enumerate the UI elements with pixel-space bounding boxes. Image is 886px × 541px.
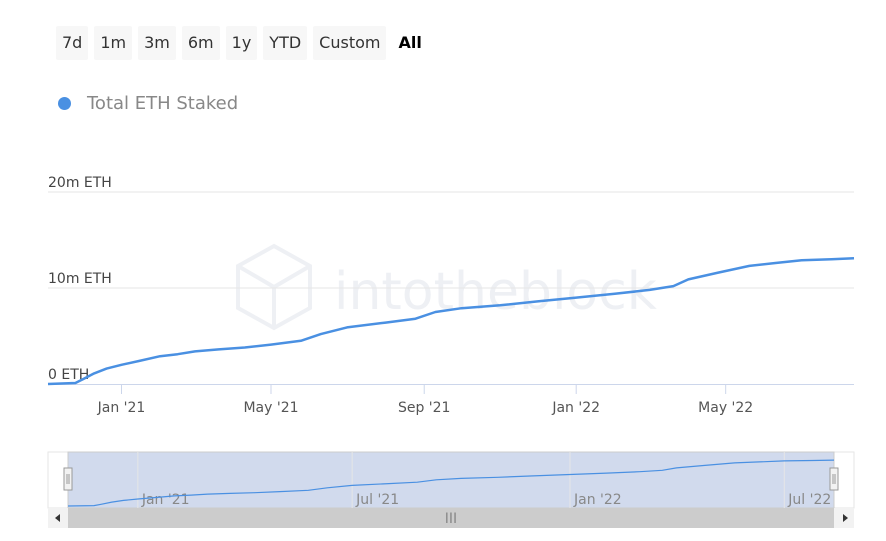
scroll-right-arrow-icon[interactable] (843, 514, 848, 522)
navigator-tick-label: Jul '22 (787, 492, 831, 508)
navigator-tick-label: Jul '21 (355, 492, 399, 508)
x-tick-label: Sep '21 (398, 400, 451, 416)
scrollbar-thumb[interactable] (68, 508, 834, 528)
navigator-series-line (67, 459, 835, 507)
scrollbar[interactable]: III (48, 508, 854, 528)
scrollbar-grip-icon[interactable]: III (445, 511, 457, 527)
range-7d-button[interactable]: 7d (56, 26, 89, 60)
navigator-right-handle[interactable] (829, 467, 839, 491)
watermark-logo-line (236, 264, 312, 290)
legend-label: Total ETH Staked (87, 92, 239, 114)
x-axis: Jan '21 May '21 Sep '21 Jan '22 May '22 (48, 384, 854, 416)
range-ytd-button[interactable]: YTD (263, 26, 308, 60)
navigator-left-handle[interactable] (63, 467, 73, 491)
legend-marker (58, 96, 71, 110)
navigator-handle-body[interactable] (63, 467, 73, 491)
y-tick-label: 20m ETH (48, 175, 112, 191)
watermark-logo (236, 243, 312, 331)
y-tick-label: 10m ETH (48, 271, 112, 287)
series-line-total-eth-staked (47, 256, 855, 386)
range-custom-button[interactable]: Custom (313, 26, 387, 60)
range-1y-button[interactable]: 1y (225, 26, 258, 60)
range-3m-button[interactable]: 3m (138, 26, 176, 60)
navigator-tick-label: Jan '21 (141, 492, 190, 508)
x-tick-label: Jan '21 (97, 400, 146, 416)
navigator[interactable]: Jan '21 Jul '21 Jan '22 Jul '22 (47, 451, 855, 509)
x-tick-label: May '21 (243, 400, 298, 416)
series-layer (47, 256, 855, 386)
grid (48, 191, 854, 289)
watermark-text: intotheblock (334, 262, 657, 322)
range-selector: 7d 1m 3m 6m 1y YTD Custom All (56, 26, 428, 60)
watermark: intotheblock (236, 243, 657, 331)
range-all-button[interactable]: All (398, 33, 422, 52)
y-tick-label: 0 ETH (48, 367, 89, 383)
scroll-left-arrow-icon[interactable] (55, 514, 60, 522)
x-tick-label: May '22 (698, 400, 753, 416)
range-6m-button[interactable]: 6m (181, 26, 220, 60)
y-axis: 0 ETH 10m ETH 20m ETH (48, 175, 112, 383)
navigator-handle-body[interactable] (829, 467, 839, 491)
x-tick-label: Jan '22 (551, 400, 600, 416)
range-1m-button[interactable]: 1m (94, 26, 133, 60)
legend-item[interactable]: Total ETH Staked (58, 91, 238, 115)
navigator-tick-label: Jan '22 (573, 492, 622, 508)
navigator-frame (47, 451, 855, 509)
